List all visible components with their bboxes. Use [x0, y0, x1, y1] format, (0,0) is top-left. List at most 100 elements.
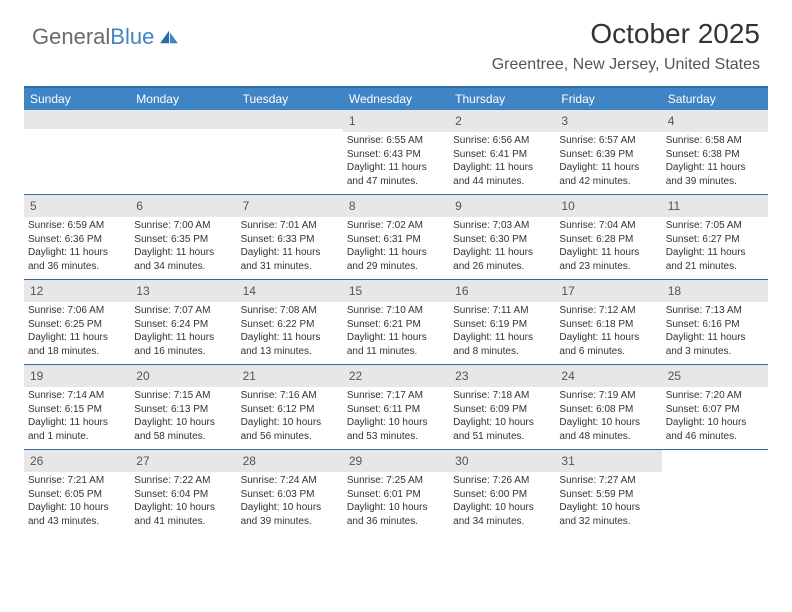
weeks: 1Sunrise: 6:55 AMSunset: 6:43 PMDaylight… [24, 110, 768, 534]
daylight-line: Daylight: 11 hours and 21 minutes. [666, 246, 764, 273]
daylight-line: Daylight: 11 hours and 11 minutes. [347, 331, 445, 358]
sunset-line: Sunset: 6:12 PM [241, 403, 339, 417]
sunrise-line: Sunrise: 6:56 AM [453, 134, 551, 148]
daylight-line: Daylight: 10 hours and 34 minutes. [453, 501, 551, 528]
brand-name: GeneralBlue [32, 24, 154, 50]
daylight-line: Daylight: 11 hours and 44 minutes. [453, 161, 551, 188]
day-cell: 2Sunrise: 6:56 AMSunset: 6:41 PMDaylight… [449, 110, 555, 194]
sunrise-line: Sunrise: 7:11 AM [453, 304, 551, 318]
day-number: 21 [243, 369, 256, 383]
sunrise-line: Sunrise: 7:20 AM [666, 389, 764, 403]
sunrise-line: Sunrise: 7:04 AM [559, 219, 657, 233]
sunset-line: Sunset: 6:13 PM [134, 403, 232, 417]
day-cell: 14Sunrise: 7:08 AMSunset: 6:22 PMDayligh… [237, 280, 343, 364]
daylight-line: Daylight: 10 hours and 53 minutes. [347, 416, 445, 443]
sunset-line: Sunset: 6:04 PM [134, 488, 232, 502]
day-number-row: 3 [555, 110, 661, 132]
daylight-line: Daylight: 10 hours and 56 minutes. [241, 416, 339, 443]
sunset-line: Sunset: 6:03 PM [241, 488, 339, 502]
sunset-line: Sunset: 6:09 PM [453, 403, 551, 417]
sunrise-line: Sunrise: 7:13 AM [666, 304, 764, 318]
day-cell-empty [237, 110, 343, 194]
sunset-line: Sunset: 6:16 PM [666, 318, 764, 332]
sunset-line: Sunset: 6:43 PM [347, 148, 445, 162]
day-cell-empty [130, 110, 236, 194]
sunrise-line: Sunrise: 7:22 AM [134, 474, 232, 488]
day-number: 28 [243, 454, 256, 468]
sunrise-line: Sunrise: 6:55 AM [347, 134, 445, 148]
sunset-line: Sunset: 6:36 PM [28, 233, 126, 247]
day-number-row: 15 [343, 280, 449, 302]
week-row: 19Sunrise: 7:14 AMSunset: 6:15 PMDayligh… [24, 365, 768, 450]
daylight-line: Daylight: 11 hours and 13 minutes. [241, 331, 339, 358]
day-cell: 1Sunrise: 6:55 AMSunset: 6:43 PMDaylight… [343, 110, 449, 194]
day-number: 9 [455, 199, 462, 213]
sunset-line: Sunset: 6:22 PM [241, 318, 339, 332]
day-number-row [24, 110, 130, 129]
day-number-row: 8 [343, 195, 449, 217]
daylight-line: Daylight: 11 hours and 23 minutes. [559, 246, 657, 273]
day-cell: 11Sunrise: 7:05 AMSunset: 6:27 PMDayligh… [662, 195, 768, 279]
day-number-row: 20 [130, 365, 236, 387]
day-number-row: 30 [449, 450, 555, 472]
weekday-header: Sunday [24, 88, 130, 110]
daylight-line: Daylight: 11 hours and 1 minute. [28, 416, 126, 443]
day-number-row: 13 [130, 280, 236, 302]
day-number: 3 [561, 114, 568, 128]
sunrise-line: Sunrise: 7:25 AM [347, 474, 445, 488]
day-number: 7 [243, 199, 250, 213]
daylight-line: Daylight: 11 hours and 26 minutes. [453, 246, 551, 273]
day-cell: 18Sunrise: 7:13 AMSunset: 6:16 PMDayligh… [662, 280, 768, 364]
sunrise-line: Sunrise: 7:15 AM [134, 389, 232, 403]
brand-name-gray: General [32, 24, 110, 49]
sunset-line: Sunset: 6:25 PM [28, 318, 126, 332]
day-cell: 10Sunrise: 7:04 AMSunset: 6:28 PMDayligh… [555, 195, 661, 279]
day-cell: 20 Sunrise: 7:15 AMSunset: 6:13 PMDayligh… [130, 365, 236, 449]
sunset-line: Sunset: 5:59 PM [559, 488, 657, 502]
day-number-row: 28 [237, 450, 343, 472]
daylight-line: Daylight: 11 hours and 39 minutes. [666, 161, 764, 188]
sunset-line: Sunset: 6:05 PM [28, 488, 126, 502]
daylight-line: Daylight: 10 hours and 58 minutes. [134, 416, 232, 443]
day-number: 5 [30, 199, 37, 213]
sunrise-line: Sunrise: 7:27 AM [559, 474, 657, 488]
daylight-line: Daylight: 11 hours and 31 minutes. [241, 246, 339, 273]
day-number-row: 17 [555, 280, 661, 302]
sunrise-line: Sunrise: 7:00 AM [134, 219, 232, 233]
sunrise-line: Sunrise: 6:57 AM [559, 134, 657, 148]
daylight-line: Daylight: 10 hours and 46 minutes. [666, 416, 764, 443]
day-number: 22 [349, 369, 362, 383]
sunset-line: Sunset: 6:28 PM [559, 233, 657, 247]
sunrise-line: Sunrise: 7:18 AM [453, 389, 551, 403]
sunset-line: Sunset: 6:35 PM [134, 233, 232, 247]
day-number: 29 [349, 454, 362, 468]
day-cell: 6Sunrise: 7:00 AMSunset: 6:35 PMDaylight… [130, 195, 236, 279]
day-cell: 7Sunrise: 7:01 AMSunset: 6:33 PMDaylight… [237, 195, 343, 279]
week-row: 26Sunrise: 7:21 AMSunset: 6:05 PMDayligh… [24, 450, 768, 534]
sunrise-line: Sunrise: 7:26 AM [453, 474, 551, 488]
day-number-row: 24 [555, 365, 661, 387]
sunrise-line: Sunrise: 7:17 AM [347, 389, 445, 403]
sail-icon [158, 29, 180, 45]
brand-name-blue: Blue [110, 24, 154, 49]
daylight-line: Daylight: 11 hours and 29 minutes. [347, 246, 445, 273]
day-cell: 31Sunrise: 7:27 AMSunset: 5:59 PMDayligh… [555, 450, 661, 534]
daylight-line: Daylight: 10 hours and 51 minutes. [453, 416, 551, 443]
sunset-line: Sunset: 6:27 PM [666, 233, 764, 247]
day-number: 4 [668, 114, 675, 128]
day-cell-empty [662, 450, 768, 534]
day-cell: 16Sunrise: 7:11 AMSunset: 6:19 PMDayligh… [449, 280, 555, 364]
sunrise-line: Sunrise: 7:02 AM [347, 219, 445, 233]
daylight-line: Daylight: 11 hours and 6 minutes. [559, 331, 657, 358]
daylight-line: Daylight: 11 hours and 3 minutes. [666, 331, 764, 358]
daylight-line: Daylight: 11 hours and 16 minutes. [134, 331, 232, 358]
day-number-row: 23 [449, 365, 555, 387]
day-cell: 12Sunrise: 7:06 AMSunset: 6:25 PMDayligh… [24, 280, 130, 364]
day-cell: 28Sunrise: 7:24 AMSunset: 6:03 PMDayligh… [237, 450, 343, 534]
sunset-line: Sunset: 6:15 PM [28, 403, 126, 417]
day-number: 14 [243, 284, 256, 298]
week-row: 1Sunrise: 6:55 AMSunset: 6:43 PMDaylight… [24, 110, 768, 195]
day-number: 17 [561, 284, 574, 298]
day-number-row [130, 110, 236, 129]
daylight-line: Daylight: 11 hours and 36 minutes. [28, 246, 126, 273]
